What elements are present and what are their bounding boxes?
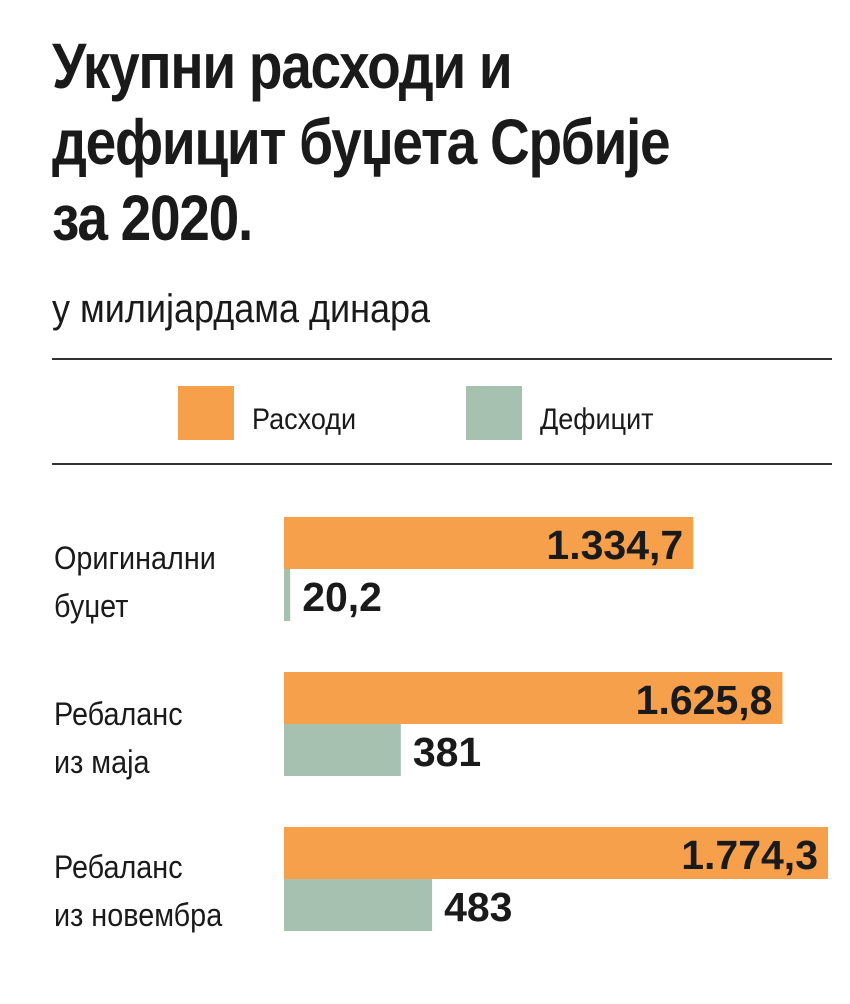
bar-expenses-1	[284, 517, 694, 569]
value-label-deficit-3: 483	[444, 884, 512, 930]
category-label-may-rebalance: Ребаланс из маја	[54, 696, 183, 780]
bar-expenses-3	[284, 827, 828, 879]
top-divider	[52, 358, 832, 360]
category-label-november-rebalance: Ребаланс из новембра	[54, 849, 223, 933]
legend-divider	[52, 463, 832, 465]
value-label-expenses-3: 1.774,3	[681, 832, 818, 878]
value-label-expenses-1: 1.334,7	[546, 522, 683, 568]
legend-swatch-expenses	[178, 386, 234, 440]
value-label-deficit-2: 381	[413, 729, 481, 775]
legend-label-deficit: Дефицит	[540, 403, 654, 436]
bar-deficit-2	[284, 724, 401, 776]
bar-deficit-3	[284, 879, 433, 931]
legend-label-expenses: Расходи	[252, 403, 357, 436]
bar-expenses-2	[284, 672, 783, 724]
bar-deficit-1	[284, 569, 291, 621]
chart-subtitle: у милијардама динара	[52, 287, 431, 331]
value-label-expenses-2: 1.625,8	[636, 677, 773, 723]
legend-swatch-deficit	[466, 386, 522, 440]
value-label-deficit-1: 20,2	[302, 574, 382, 620]
category-label-original-budget: Оригинални буџет	[54, 540, 216, 624]
chart-title: Укупни расходи и дефицит буџета Србије з…	[52, 30, 671, 254]
